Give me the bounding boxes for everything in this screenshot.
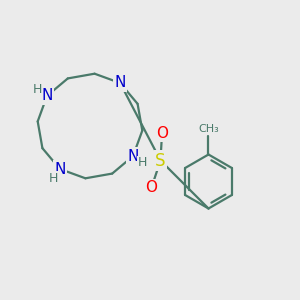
Text: N: N [41,88,53,104]
Text: N: N [114,76,126,91]
Text: O: O [146,180,158,195]
Text: CH₃: CH₃ [198,124,219,134]
Text: S: S [155,152,166,169]
Text: H: H [138,156,147,169]
Text: N: N [54,161,66,176]
Text: H: H [33,83,42,96]
Text: N: N [127,148,139,164]
Text: H: H [49,172,58,185]
Text: O: O [156,126,168,141]
